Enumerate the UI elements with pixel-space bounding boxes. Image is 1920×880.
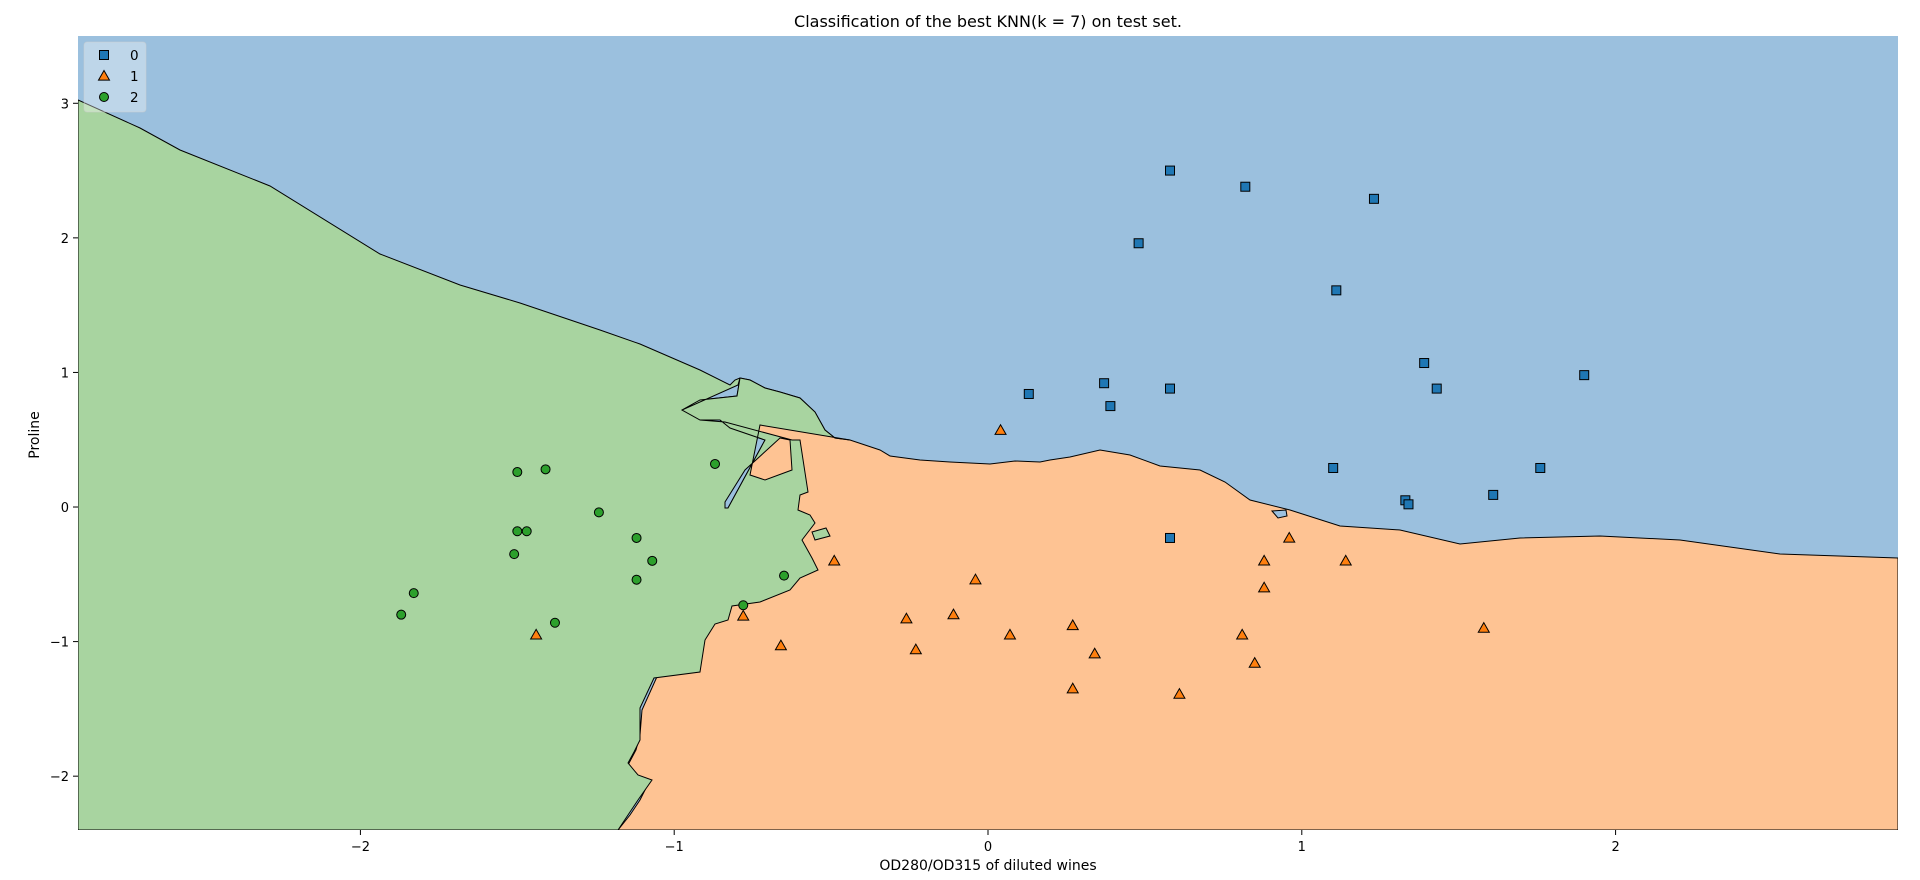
point-class-2 [631, 532, 642, 543]
point-class-0 [1488, 489, 1499, 500]
point-class-0 [1105, 401, 1116, 412]
point-class-0 [1240, 181, 1251, 192]
point-class-1 [1257, 554, 1271, 566]
point-class-1 [827, 554, 841, 566]
point-class-1 [969, 573, 982, 585]
x-tick-label: −1 [665, 840, 684, 855]
point-class-2 [631, 574, 642, 585]
legend-label: 2 [130, 90, 139, 106]
point-class-0 [1431, 383, 1442, 394]
x-tick-label: 0 [984, 840, 992, 855]
region-class-2 [78, 99, 851, 830]
point-class-0 [1023, 388, 1034, 399]
x-tick-label: 2 [1611, 840, 1619, 855]
point-class-2 [549, 617, 560, 628]
legend-marker-0 [99, 50, 109, 60]
point-class-2 [512, 467, 523, 478]
point-class-2 [408, 588, 419, 599]
point-class-1 [1235, 628, 1249, 640]
point-class-2 [779, 570, 790, 581]
point-class-0 [1165, 165, 1175, 176]
point-class-0 [1419, 358, 1430, 369]
point-class-2 [521, 526, 532, 537]
point-class-2 [396, 609, 407, 620]
point-class-1 [1477, 621, 1491, 633]
data-points [396, 165, 1590, 699]
point-class-1 [1088, 647, 1102, 659]
point-class-2 [512, 526, 523, 537]
point-class-2 [738, 600, 749, 611]
decision-regions [78, 36, 1898, 830]
point-class-1 [909, 643, 923, 655]
x-axis-label: OD280/OD315 of diluted wines [879, 858, 1096, 874]
x-tick-label: 1 [1298, 840, 1306, 855]
point-class-2 [710, 458, 720, 469]
point-class-1 [1066, 618, 1080, 631]
point-class-0 [1099, 378, 1110, 389]
point-class-1 [1257, 581, 1271, 593]
point-class-0 [1403, 499, 1414, 510]
y-tick-label: 2 [61, 232, 69, 247]
point-class-1 [994, 423, 1007, 435]
point-class-2 [593, 507, 604, 518]
point-class-1 [900, 612, 913, 624]
point-class-1 [1066, 682, 1080, 694]
point-class-1 [529, 628, 543, 640]
y-tick-label: 0 [61, 501, 69, 516]
point-class-1 [774, 639, 788, 651]
point-class-2 [647, 555, 658, 566]
y-tick-label: −2 [50, 770, 69, 785]
legend-label: 0 [130, 48, 139, 64]
legend-marker-1 [97, 69, 111, 81]
legend-label: 1 [130, 69, 139, 85]
point-class-0 [1165, 383, 1175, 394]
point-class-0 [1328, 462, 1339, 473]
point-class-0 [1165, 532, 1175, 543]
y-tick-label: 1 [61, 366, 69, 381]
point-class-1 [1173, 687, 1186, 699]
legend: 0 1 2 [83, 41, 147, 113]
point-class-0 [1579, 370, 1590, 381]
point-class-1 [736, 609, 750, 621]
point-class-0 [1368, 193, 1379, 204]
point-class-1 [1282, 531, 1296, 543]
region-island-0 [1270, 509, 1288, 519]
region-island-2 [811, 527, 831, 541]
y-axis: −2 −1 0 1 2 3 [50, 97, 78, 785]
legend-marker-2 [99, 92, 109, 102]
point-class-2 [509, 549, 520, 560]
chart-title: Classification of the best KNN(k = 7) on… [794, 12, 1182, 31]
y-axis-label: Proline [27, 411, 43, 458]
y-tick-label: −1 [50, 636, 69, 651]
point-class-1 [1248, 656, 1262, 668]
x-tick-label: −2 [351, 840, 370, 855]
point-class-0 [1535, 462, 1546, 473]
x-axis: −2 −1 0 1 2 [351, 830, 1620, 855]
y-tick-label: 3 [61, 97, 69, 112]
point-class-1 [947, 608, 960, 620]
point-class-1 [1003, 628, 1017, 640]
point-class-2 [540, 464, 551, 475]
point-class-0 [1331, 285, 1342, 296]
point-class-0 [1133, 238, 1144, 249]
point-class-1 [1339, 554, 1353, 566]
